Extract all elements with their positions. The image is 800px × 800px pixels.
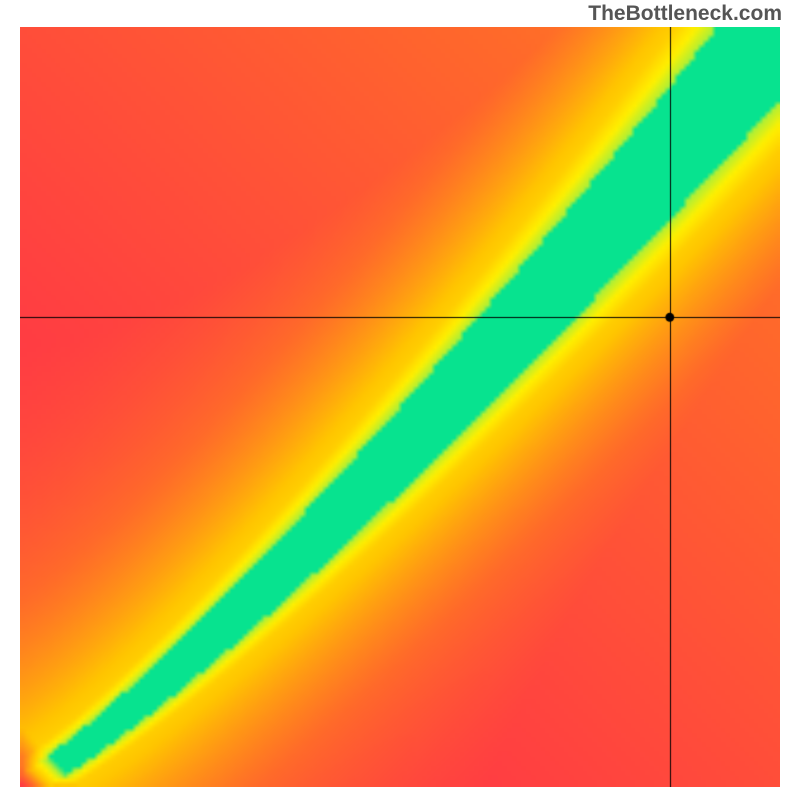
- chart-container: TheBottleneck.com: [0, 0, 800, 800]
- watermark-text: TheBottleneck.com: [588, 2, 782, 26]
- bottleneck-heatmap: [20, 27, 780, 787]
